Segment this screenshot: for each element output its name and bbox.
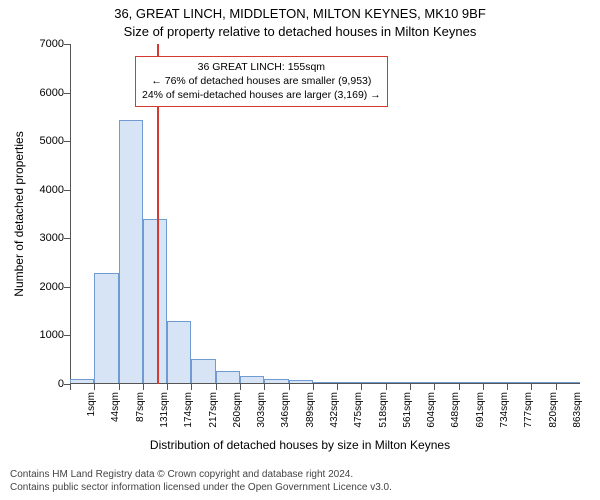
annotation-box: 36 GREAT LINCH: 155sqm← 76% of detached …: [135, 56, 388, 107]
histogram-bar: [531, 382, 555, 383]
histogram-bar: [507, 382, 531, 383]
y-axis-line: [70, 44, 71, 384]
title-line-2: Size of property relative to detached ho…: [0, 24, 600, 39]
annotation-line: ← 76% of detached houses are smaller (9,…: [142, 74, 381, 88]
x-tick: [483, 384, 484, 390]
y-tick: [64, 93, 70, 94]
y-tick-label: 1000: [34, 329, 64, 341]
histogram-bar: [434, 382, 458, 383]
x-tick-label: 691sqm: [475, 392, 486, 428]
histogram-bar: [313, 382, 337, 383]
x-tick-label: 777sqm: [523, 392, 534, 428]
title-line-1: 36, GREAT LINCH, MIDDLETON, MILTON KEYNE…: [0, 6, 600, 21]
y-tick-label: 2000: [34, 281, 64, 293]
x-tick-label: 648sqm: [450, 392, 461, 428]
y-tick: [64, 44, 70, 45]
footer-line-2: Contains public sector information licen…: [10, 481, 392, 494]
x-tick-label: 303sqm: [256, 392, 267, 428]
x-tick-label: 863sqm: [572, 392, 583, 428]
x-axis-line: [70, 383, 580, 384]
y-tick-label: 6000: [34, 87, 64, 99]
footer-attribution: Contains HM Land Registry data © Crown c…: [10, 468, 392, 494]
x-tick: [361, 384, 362, 390]
page: 36, GREAT LINCH, MIDDLETON, MILTON KEYNE…: [0, 0, 600, 500]
x-tick-label: 518sqm: [378, 392, 389, 428]
x-tick-label: 820sqm: [548, 392, 559, 428]
histogram-bar: [410, 382, 434, 383]
y-tick: [64, 287, 70, 288]
x-tick-label: 87sqm: [135, 392, 146, 422]
x-tick-label: 131sqm: [159, 392, 170, 428]
histogram-bar: [167, 321, 191, 383]
x-tick: [459, 384, 460, 390]
annotation-line: 24% of semi-detached houses are larger (…: [142, 88, 381, 102]
x-tick: [119, 384, 120, 390]
histogram-bar: [337, 382, 361, 383]
x-tick: [507, 384, 508, 390]
x-tick-label: 217sqm: [208, 392, 219, 428]
footer-line-1: Contains HM Land Registry data © Crown c…: [10, 468, 392, 481]
y-tick: [64, 141, 70, 142]
histogram-bar: [70, 379, 94, 383]
y-tick-label: 4000: [34, 184, 64, 196]
y-tick: [64, 335, 70, 336]
x-tick-label: 604sqm: [426, 392, 437, 428]
x-tick: [556, 384, 557, 390]
x-tick: [410, 384, 411, 390]
x-tick-label: 561sqm: [402, 392, 413, 428]
y-tick-label: 7000: [34, 38, 64, 50]
y-tick: [64, 190, 70, 191]
x-tick: [94, 384, 95, 390]
x-tick: [434, 384, 435, 390]
x-tick: [386, 384, 387, 390]
histogram-bar: [119, 120, 143, 383]
x-tick: [337, 384, 338, 390]
x-tick: [143, 384, 144, 390]
x-tick: [240, 384, 241, 390]
y-tick-label: 0: [34, 378, 64, 390]
annotation-line: 36 GREAT LINCH: 155sqm: [142, 60, 381, 74]
histogram-bar: [361, 382, 385, 383]
x-tick: [167, 384, 168, 390]
y-tick-label: 5000: [34, 135, 64, 147]
histogram-bar: [216, 371, 240, 383]
x-tick: [313, 384, 314, 390]
histogram-bar: [191, 359, 215, 383]
x-tick-label: 389sqm: [305, 392, 316, 428]
x-axis-title: Distribution of detached houses by size …: [0, 438, 600, 452]
x-tick-label: 432sqm: [329, 392, 340, 428]
histogram-bar: [289, 380, 313, 383]
x-tick: [216, 384, 217, 390]
x-tick: [289, 384, 290, 390]
x-tick-label: 475sqm: [353, 392, 364, 428]
plot-area: 010002000300040005000600070001sqm44sqm87…: [70, 44, 580, 384]
histogram-bar: [264, 379, 288, 383]
x-tick-label: 346sqm: [280, 392, 291, 428]
y-axis-title: Number of detached properties: [12, 131, 26, 296]
x-tick-label: 174sqm: [183, 392, 194, 428]
histogram-chart: 010002000300040005000600070001sqm44sqm87…: [70, 44, 580, 384]
histogram-bar: [94, 273, 118, 383]
x-tick-label: 734sqm: [499, 392, 510, 428]
x-tick: [70, 384, 71, 390]
x-tick: [531, 384, 532, 390]
histogram-bar: [240, 376, 264, 383]
y-tick-label: 3000: [34, 232, 64, 244]
x-tick-label: 1sqm: [86, 392, 97, 416]
histogram-bar: [459, 382, 483, 383]
histogram-bar: [143, 219, 167, 383]
histogram-bar: [483, 382, 507, 383]
x-tick-label: 44sqm: [110, 392, 121, 422]
histogram-bar: [386, 382, 410, 383]
y-tick: [64, 238, 70, 239]
x-tick-label: 260sqm: [232, 392, 243, 428]
histogram-bar: [556, 382, 580, 383]
x-tick: [264, 384, 265, 390]
x-tick: [191, 384, 192, 390]
